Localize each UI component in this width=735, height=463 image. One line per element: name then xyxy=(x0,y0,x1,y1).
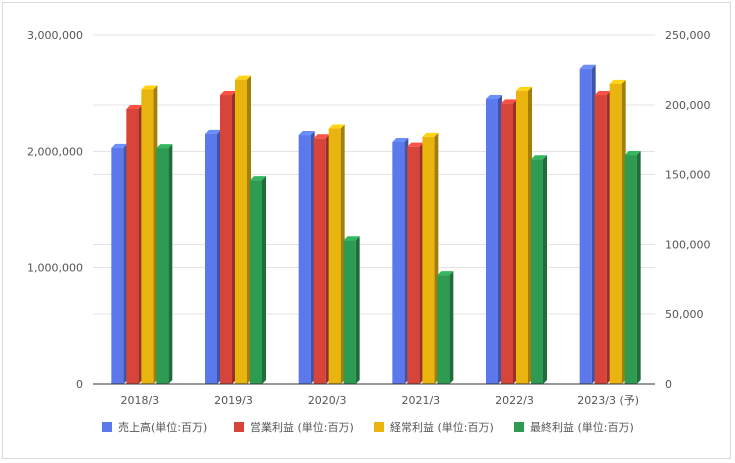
bar-3-4 xyxy=(422,132,439,384)
legend-swatch xyxy=(102,422,112,432)
bar-4-3 xyxy=(343,236,360,384)
legend: 売上高(単位:百万) 営業利益 (単位:百万) 経常利益 (単位:百万) 最終利益 (… xyxy=(102,420,634,434)
x-tick-label: 2022/3 xyxy=(495,394,534,407)
bar-4-4 xyxy=(437,271,454,384)
legend-item-1: 売上高(単位:百万) xyxy=(102,420,207,434)
bar-1-6 xyxy=(579,64,596,384)
x-tick-label: 2018/3 xyxy=(120,394,159,407)
bar-4-2 xyxy=(250,176,266,384)
bar-2-5 xyxy=(501,99,517,385)
y-left-tick-label: 3,000,000 xyxy=(27,29,83,42)
bar-3-5 xyxy=(516,86,532,384)
x-tick-label: 2019/3 xyxy=(214,394,253,407)
bar-1-2 xyxy=(205,129,221,384)
y-left-tick-label: 2,000,000 xyxy=(27,145,83,158)
bar-2-3 xyxy=(313,134,330,384)
y-left-tick-label: 1,000,000 xyxy=(27,262,83,275)
y-right-tick-label: 150,000 xyxy=(665,169,711,182)
bar-4-6 xyxy=(624,151,641,384)
legend-label: 最終利益 (単位:百万) xyxy=(530,420,634,434)
x-tick-label: 2021/3 xyxy=(401,394,440,407)
legend-item-4: 最終利益 (単位:百万) xyxy=(514,420,634,434)
bar-3-2 xyxy=(235,75,251,384)
bars xyxy=(111,64,641,385)
y-right-tick-label: 200,000 xyxy=(665,99,711,112)
bar-1-1 xyxy=(111,143,128,384)
legend-item-3: 経常利益 (単位:百万) xyxy=(374,420,494,434)
bar-3-6 xyxy=(609,79,626,385)
axes: 0 1,000,000 2,000,000 3,000,000 0 50,000 100,0… xyxy=(27,29,710,407)
bar-1-5 xyxy=(486,94,502,384)
legend-swatch xyxy=(234,422,244,432)
bar-3-3 xyxy=(328,124,345,385)
y-right-tick-label: 50,000 xyxy=(665,308,704,321)
grid-lines xyxy=(93,34,655,315)
bar-2-1 xyxy=(126,104,143,384)
y-right-tick-label: 0 xyxy=(665,378,672,391)
bar-2-4 xyxy=(407,142,424,384)
bar-3-1 xyxy=(141,85,158,384)
bar-2-2 xyxy=(220,91,236,384)
bar-2-6 xyxy=(594,91,611,384)
legend-swatch xyxy=(514,422,524,432)
x-tick-label: 2023/3 (予) xyxy=(577,394,639,407)
legend-label: 経常利益 (単位:百万) xyxy=(390,420,494,434)
x-tick-label: 2020/3 xyxy=(308,394,347,407)
chart-frame: 0 1,000,000 2,000,000 3,000,000 0 50,000 100,0… xyxy=(2,2,731,459)
legend-label: 営業利益 (単位:百万) xyxy=(250,420,354,434)
bar-4-1 xyxy=(156,144,173,384)
bar-1-4 xyxy=(392,138,409,384)
bar-chart: 0 1,000,000 2,000,000 3,000,000 0 50,000 100,0… xyxy=(27,29,710,434)
legend-swatch xyxy=(374,422,384,432)
y-right-tick-label: 100,000 xyxy=(665,238,711,251)
bar-1-3 xyxy=(298,131,315,384)
y-left-tick-label: 0 xyxy=(76,378,83,391)
y-right-tick-label: 250,000 xyxy=(665,29,711,42)
bar-4-5 xyxy=(531,155,547,384)
legend-item-2: 営業利益 (単位:百万) xyxy=(234,420,354,434)
legend-label: 売上高(単位:百万) xyxy=(118,420,207,434)
